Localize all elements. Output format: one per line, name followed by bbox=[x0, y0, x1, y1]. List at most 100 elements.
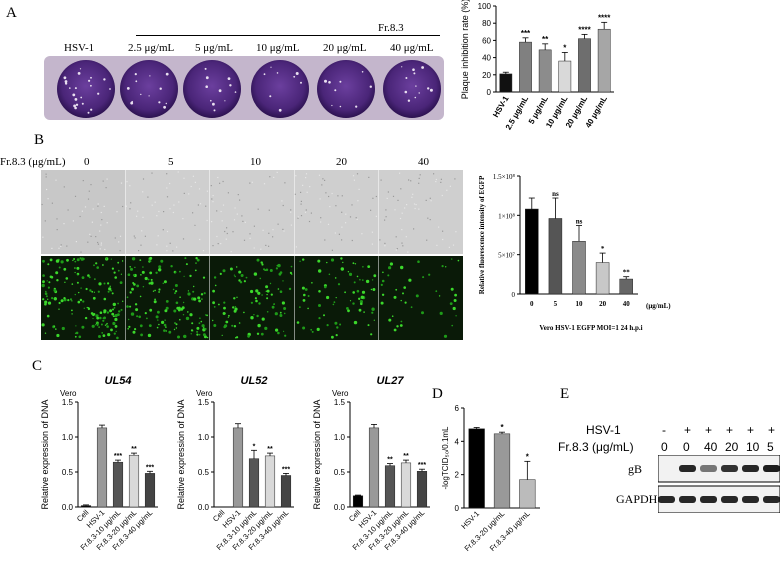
y-tick-label: 0.0 bbox=[62, 503, 74, 512]
gfp-cell bbox=[234, 307, 238, 311]
gfp-cell bbox=[457, 259, 460, 262]
cell-texture bbox=[136, 215, 138, 217]
bar bbox=[384, 465, 396, 508]
cell-texture bbox=[194, 224, 196, 226]
cell-texture bbox=[166, 230, 169, 233]
gfp-cell bbox=[269, 269, 273, 272]
gfp-cell bbox=[212, 301, 216, 305]
cell-texture bbox=[372, 197, 374, 199]
plaque-spot bbox=[165, 72, 169, 76]
dose-condition: 0 bbox=[661, 440, 668, 454]
cell-texture bbox=[51, 202, 53, 204]
plaque-well bbox=[183, 60, 241, 118]
gfp-cell bbox=[164, 309, 168, 313]
bar bbox=[558, 60, 572, 93]
fr83-group-label: Fr.8.3 bbox=[378, 22, 404, 34]
cell-texture bbox=[380, 179, 382, 181]
gfp-cell bbox=[273, 303, 275, 305]
gfp-cell bbox=[127, 273, 131, 276]
significance-label: *** bbox=[521, 29, 531, 38]
bar bbox=[144, 473, 156, 508]
gfp-cell bbox=[173, 309, 177, 313]
gfp-cell bbox=[168, 330, 172, 334]
cell-texture bbox=[418, 177, 420, 179]
cell-texture bbox=[297, 217, 299, 219]
cell-texture bbox=[169, 182, 171, 185]
cell-texture bbox=[300, 191, 302, 193]
gfp-cell bbox=[198, 333, 201, 336]
hsv1-condition: - bbox=[662, 423, 666, 437]
gfp-cell bbox=[202, 276, 206, 279]
y-tick-label: 1.0 bbox=[334, 433, 346, 442]
cell-texture bbox=[265, 244, 267, 246]
gfp-cell bbox=[172, 288, 175, 291]
gfp-cell bbox=[336, 326, 339, 329]
cell-texture bbox=[371, 243, 373, 245]
gfp-cell bbox=[165, 300, 169, 303]
gfp-cell bbox=[71, 300, 73, 302]
plaque-spot bbox=[331, 104, 333, 107]
cell-texture bbox=[97, 243, 99, 245]
gfp-cell bbox=[225, 320, 229, 324]
cell-texture bbox=[55, 179, 57, 181]
gfp-cell bbox=[77, 274, 79, 276]
cell-texture bbox=[100, 242, 102, 244]
cell-texture bbox=[80, 251, 82, 253]
gfp-cell bbox=[354, 263, 357, 265]
gfp-cell bbox=[44, 302, 47, 306]
gfp-cell bbox=[58, 308, 60, 310]
gfp-cell bbox=[165, 326, 167, 328]
cell-texture bbox=[114, 237, 116, 239]
cell-texture bbox=[75, 241, 77, 243]
gfp-cell bbox=[48, 281, 51, 284]
cell-texture bbox=[319, 198, 321, 200]
significance-label: **** bbox=[598, 13, 611, 22]
gfp-cell bbox=[153, 300, 157, 304]
cell-texture bbox=[217, 243, 219, 245]
cell-texture bbox=[290, 209, 292, 211]
gfp-cell bbox=[67, 299, 70, 302]
cell-texture bbox=[129, 208, 131, 210]
gfp-cell bbox=[281, 301, 285, 305]
gfp-cell bbox=[149, 256, 153, 260]
gb-band bbox=[679, 465, 696, 472]
gfp-cell bbox=[391, 315, 394, 317]
bar bbox=[232, 427, 244, 508]
plaque-spot bbox=[224, 100, 226, 102]
gfp-cell bbox=[196, 258, 200, 262]
plaque-spot bbox=[413, 72, 416, 75]
gfp-cell bbox=[239, 281, 243, 284]
gfp-cell bbox=[296, 321, 300, 324]
well-label: HSV-1 bbox=[64, 42, 95, 54]
gfp-cell bbox=[198, 322, 201, 325]
gfp-cell bbox=[282, 280, 284, 282]
gfp-cell bbox=[149, 308, 153, 312]
cell-texture bbox=[324, 179, 326, 181]
plaque-well bbox=[251, 60, 309, 118]
column-label: 0 bbox=[84, 156, 90, 168]
cell-texture bbox=[305, 173, 308, 175]
cell-texture bbox=[396, 248, 398, 250]
y-tick-label: 0.0 bbox=[334, 503, 346, 512]
cell-texture bbox=[144, 235, 146, 237]
plaque-spot bbox=[405, 77, 408, 79]
gfp-cell bbox=[134, 328, 137, 331]
y-tick-label: 6 bbox=[455, 404, 460, 413]
gfp-cell bbox=[187, 311, 189, 313]
bar bbox=[80, 505, 92, 508]
cell-texture bbox=[178, 201, 180, 203]
gfp-cell bbox=[127, 328, 129, 330]
gfp-cell bbox=[389, 262, 393, 266]
gfp-cell bbox=[193, 297, 197, 301]
gfp-cell bbox=[206, 314, 209, 317]
x-axis-title: Vero HSV-1 EGFP MOI=1 24 h.p.i bbox=[539, 324, 642, 332]
gfp-cell bbox=[106, 311, 110, 314]
cell-texture bbox=[158, 210, 160, 213]
cell-texture bbox=[320, 217, 322, 219]
plaque-spot bbox=[204, 67, 207, 70]
y-tick-label: 4 bbox=[455, 437, 460, 446]
western-blot bbox=[658, 455, 780, 513]
cell-texture bbox=[442, 230, 444, 232]
cell-texture bbox=[295, 175, 297, 177]
gb-band bbox=[742, 465, 759, 472]
